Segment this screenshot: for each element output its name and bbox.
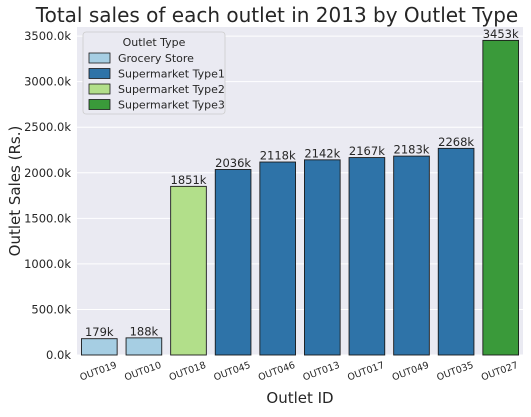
x-axis-label: Outlet ID [266,389,333,407]
bar-out027 [482,39,519,356]
legend-title: Outlet Type [123,36,186,49]
data-label: 2167k [349,144,385,158]
data-label: 2183k [394,143,430,157]
legend-label: Grocery Store [118,52,194,65]
y-tick-label: 2000.0k [24,166,71,180]
bar-out045 [214,169,252,356]
bar-out046 [259,161,296,356]
data-label: 2118k [260,149,296,163]
legend-label: Supermarket Type1 [118,68,225,81]
x-tick-label: OUT045 [212,360,252,383]
x-tick-label: OUT017 [346,360,386,383]
x-tick-label: OUT013 [302,360,342,383]
x-tick-label: OUT035 [435,360,475,383]
legend-label: Supermarket Type3 [118,99,225,112]
x-tick-label: OUT018 [168,360,208,383]
y-tick-label: 0.0k [46,348,71,362]
data-label: 3453k [483,27,519,41]
data-label: 1851k [171,173,207,187]
data-labels: 179k 188k 1851k 2036k 2118k 2142k 2167k 2183k 22… [85,27,519,339]
y-tick-label: 3500.0k [24,29,71,43]
legend: Outlet Type Grocery Store Supermarket Typ… [82,31,226,115]
legend-swatch [88,83,111,95]
bar-out010 [125,337,163,356]
y-tick-label: 2500.0k [24,120,71,134]
bars [81,39,519,356]
data-label: 2142k [304,146,340,160]
y-tick-label: 3000.0k [24,75,71,89]
y-tick-label: 500.0k [31,302,71,316]
bar-out035 [437,147,475,356]
y-axis-label: Outlet Sales (Rs.) [6,126,24,257]
legend-items: Grocery Store Supermarket Type1 Supermarke… [88,52,225,112]
bar-out019 [81,338,118,356]
legend-label: Supermarket Type2 [118,83,225,96]
data-label: 188k [130,324,159,338]
x-tick-label: OUT046 [257,360,297,383]
y-tick-label: 1500.0k [24,211,71,225]
legend-swatch [88,99,111,110]
data-label: 2268k [438,135,474,149]
x-axis-ticks: OUT019 OUT010 OUT018 OUT045 OUT046 OUT013 OUT0… [79,360,520,383]
legend-box [82,31,226,115]
legend-swatch [88,68,111,79]
x-tick-label: OUT049 [391,360,431,383]
x-tick-label: OUT027 [480,360,520,383]
data-label: 179k [85,325,114,339]
bar-out049 [393,155,430,356]
data-label: 2036k [215,156,251,170]
x-tick-label: OUT019 [79,360,119,383]
x-tick-label: OUT010 [123,360,163,383]
bar-out013 [304,159,341,356]
chart-title: Total sales of each outlet in 2013 by Ou… [35,3,518,27]
legend-swatch [88,52,111,64]
y-axis-ticks: 0.0k 500.0k 1000.0k 1500.0k 2000.0k 2500.0k 30… [24,29,71,362]
bar-out017 [348,157,386,356]
y-tick-label: 1000.0k [24,257,71,271]
bar-out018 [170,185,207,356]
